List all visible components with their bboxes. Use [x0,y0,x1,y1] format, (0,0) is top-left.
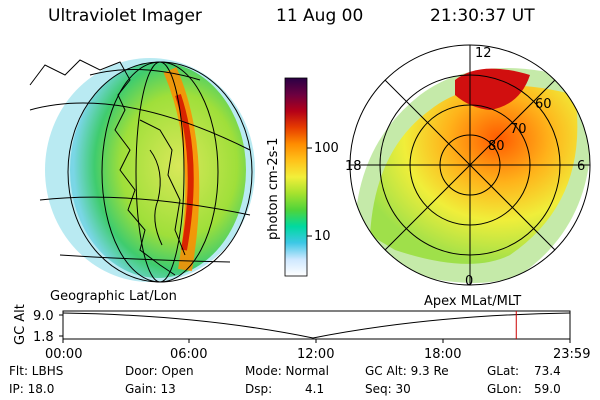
left-panel-label: Geographic Lat/Lon [50,289,177,304]
mlt-label-6: 6 [577,159,585,174]
info-seq: Seq: 30 [365,382,411,396]
info-mode: Mode: Normal [245,364,329,378]
info-door: Door: Open [125,364,194,378]
info-gc-alt: GC Alt: 9.3 Re [365,364,449,378]
right-panel-label: Apex MLat/MLT [424,294,521,309]
info-glon-value: 59.0 [534,382,561,396]
info-dsp-value: 4.1 [305,382,325,396]
polar-grid [349,44,591,286]
polar-emission-peak [455,68,530,110]
y-tick-9: 9.0 [33,309,54,324]
mlat-label-80: 80 [488,139,505,154]
info-glat-label: GLat: [487,364,520,378]
header-date: 11 Aug 00 [276,6,364,26]
altitude-ylabel: GC Alt [13,304,28,345]
altitude-curve [62,312,571,339]
polar-emission-core [370,85,578,264]
colorbar-label: photon cm-2s-1 [266,138,281,240]
y-tick-1-8: 1.8 [33,330,54,345]
mlt-label-12: 12 [475,46,492,61]
altitude-plot: GC Alt 9.0 1.8 00:00 06:00 12:00 18:00 2… [13,304,590,362]
info-ip: IP: 18.0 [9,382,55,396]
info-flt: Flt: LBHS [9,364,64,378]
colorbar-tick-10: 10 [314,229,331,244]
colorbar-tick-100: 100 [314,141,339,156]
mlt-label-18: 18 [345,159,362,174]
x-tick-1800: 18:00 [424,347,461,362]
x-tick-2359: 23:59 [553,347,590,362]
geographic-image [29,58,255,283]
auroral-oval-core [175,94,194,251]
info-glon-label: GLon: [487,382,522,396]
info-glat-value: 73.4 [534,364,561,378]
mlt-label-0: 0 [465,274,473,289]
mlat-label-70: 70 [510,122,527,137]
app-title: Ultraviolet Imager [48,6,202,26]
polar-plot: 12 18 6 0 60 70 80 [345,44,591,289]
coastlines [29,59,186,276]
header-time: 21:30:37 UT [430,6,535,26]
x-tick-0000: 00:00 [45,347,82,362]
x-tick-0600: 06:00 [170,347,207,362]
info-dsp-label: Dsp: [245,382,273,396]
mlat-label-60: 60 [535,97,552,112]
auroral-emission [70,62,246,278]
info-gain: Gain: 13 [125,382,176,396]
geo-grid [29,61,253,283]
x-tick-1200: 12:00 [297,347,334,362]
colorbar [284,77,308,277]
altitude-plot-frame [62,310,571,340]
x-ticks [62,339,571,343]
